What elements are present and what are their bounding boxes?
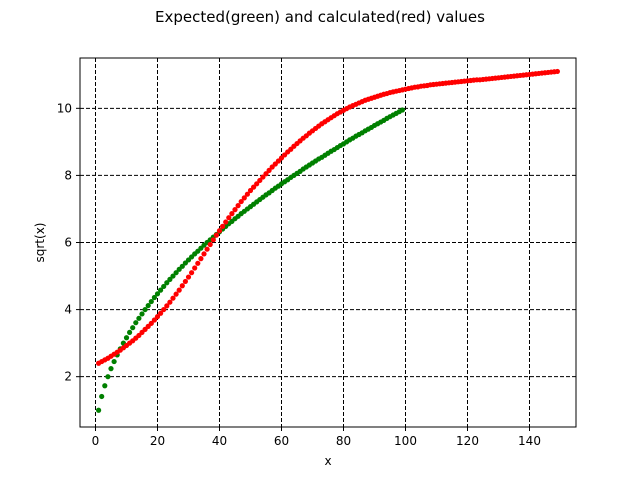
data-point bbox=[179, 263, 185, 269]
x-tick-label: 120 bbox=[456, 434, 479, 448]
data-point bbox=[251, 184, 257, 190]
data-point bbox=[241, 195, 247, 201]
data-point bbox=[216, 228, 223, 234]
plot-series bbox=[96, 68, 561, 413]
data-point bbox=[244, 191, 250, 197]
x-tick-label: 60 bbox=[274, 434, 289, 448]
plot-frame bbox=[79, 57, 577, 428]
data-point bbox=[158, 287, 164, 293]
data-point bbox=[96, 407, 102, 413]
grid-lines bbox=[80, 58, 576, 427]
data-point bbox=[148, 298, 154, 305]
data-point bbox=[167, 276, 173, 282]
data-point bbox=[111, 358, 117, 365]
data-point bbox=[127, 329, 133, 336]
data-point bbox=[170, 273, 176, 279]
data-point bbox=[185, 274, 192, 280]
data-point bbox=[154, 291, 161, 297]
data-point bbox=[99, 393, 105, 400]
data-point bbox=[173, 291, 179, 297]
data-point bbox=[263, 171, 269, 177]
data-point bbox=[223, 219, 229, 225]
data-point bbox=[198, 256, 204, 262]
axis-ticks: 0 20 40 60 80 100 120 140 2 4 6 8 10 bbox=[57, 101, 541, 448]
data-point bbox=[161, 283, 167, 290]
x-tick-label: 100 bbox=[394, 434, 417, 448]
data-point bbox=[161, 306, 167, 313]
data-point bbox=[201, 251, 207, 257]
x-axis-label: x bbox=[324, 454, 331, 468]
data-point bbox=[257, 177, 263, 184]
data-point bbox=[213, 232, 219, 238]
data-point bbox=[151, 294, 157, 301]
y-tick-label: 6 bbox=[64, 236, 72, 250]
data-point bbox=[210, 237, 216, 243]
data-point bbox=[108, 366, 114, 372]
data-point bbox=[176, 287, 182, 293]
y-tick-label: 4 bbox=[64, 303, 72, 317]
data-point bbox=[133, 320, 139, 326]
data-point bbox=[136, 315, 142, 321]
data-point bbox=[226, 215, 232, 221]
data-point bbox=[102, 383, 108, 389]
data-point bbox=[179, 283, 185, 289]
data-point bbox=[130, 325, 136, 331]
data-point bbox=[164, 280, 170, 286]
y-tick-label: 2 bbox=[64, 370, 72, 384]
data-point bbox=[164, 303, 170, 309]
data-point bbox=[158, 310, 164, 316]
x-tick-label: 20 bbox=[150, 434, 165, 448]
data-point bbox=[182, 278, 188, 285]
data-point bbox=[142, 306, 148, 313]
data-point bbox=[554, 68, 561, 75]
y-tick-label: 10 bbox=[57, 101, 72, 115]
data-point bbox=[145, 302, 151, 309]
data-point bbox=[105, 374, 111, 380]
data-point bbox=[229, 211, 235, 217]
data-point bbox=[232, 207, 238, 213]
data-point bbox=[260, 174, 266, 180]
data-point bbox=[139, 311, 145, 317]
series-0 bbox=[96, 107, 405, 413]
data-point bbox=[167, 299, 173, 305]
y-axis-label: sqrt(x) bbox=[33, 223, 47, 263]
data-point bbox=[207, 241, 213, 248]
x-tick-label: 40 bbox=[212, 434, 227, 448]
data-point bbox=[195, 260, 201, 266]
x-tick-label: 80 bbox=[336, 434, 351, 448]
data-point bbox=[266, 167, 272, 173]
data-point bbox=[154, 314, 161, 320]
chart-title: Expected(green) and calculated(red) valu… bbox=[155, 8, 485, 26]
data-point bbox=[170, 295, 176, 301]
data-point bbox=[148, 320, 154, 326]
data-point bbox=[173, 270, 179, 276]
data-point bbox=[123, 335, 130, 341]
data-point bbox=[399, 107, 405, 113]
y-tick-label: 8 bbox=[64, 168, 72, 182]
data-point bbox=[192, 265, 198, 271]
data-point bbox=[204, 246, 210, 252]
data-point bbox=[235, 203, 241, 209]
data-point bbox=[247, 187, 254, 194]
series-1 bbox=[96, 68, 561, 366]
x-tick-label: 0 bbox=[92, 434, 100, 448]
data-point bbox=[238, 198, 244, 205]
data-point bbox=[220, 223, 226, 229]
data-point bbox=[254, 181, 260, 187]
data-point bbox=[189, 270, 195, 276]
data-point bbox=[151, 317, 157, 323]
x-tick-label: 140 bbox=[518, 434, 541, 448]
